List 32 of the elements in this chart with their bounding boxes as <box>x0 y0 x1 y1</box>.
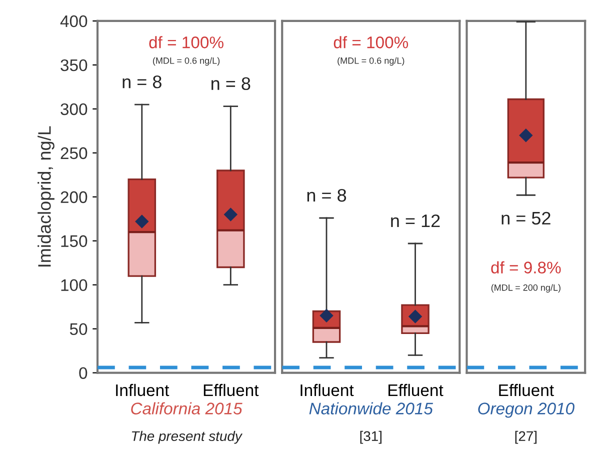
y-tick-label: 250 <box>60 147 88 160</box>
y-tick-label: 400 <box>60 15 88 28</box>
y-tick-label: 50 <box>70 323 88 336</box>
x-axis-title: Oregon 2010 <box>478 402 574 418</box>
y-tick-label: 200 <box>60 191 88 204</box>
y-axis-title: Imidacloprid, ng/L <box>38 126 54 266</box>
text: [31] <box>360 430 382 444</box>
text: [27] <box>515 430 537 444</box>
x-tick-label: Effluent <box>388 384 444 396</box>
x-axis-title: California 2015 <box>131 402 242 414</box>
x-tick-label: Effluent <box>204 384 259 396</box>
x-axis-title: Nationwide 2015 <box>309 402 434 414</box>
annotation: df = 100% <box>149 36 224 48</box>
annotation: n = 8 <box>212 77 250 90</box>
annotation: n = 12 <box>391 214 440 228</box>
y-tick-label: 300 <box>60 103 88 116</box>
annotation: df = 9.8% <box>491 261 561 274</box>
annotation: n = 8 <box>122 75 162 88</box>
annotation: (MDL = 200 ng/L) <box>491 284 560 293</box>
y-tick-label: 350 <box>60 59 88 72</box>
x-tick-label: Influent <box>116 384 170 396</box>
annotation: (MDL = 0.6 ng/L) <box>338 57 404 66</box>
x-tick-label: Influent <box>300 384 354 396</box>
y-tick-label: 100 <box>61 279 88 292</box>
y-tick-label: 0 <box>79 367 88 380</box>
x-tick-label: Effluent <box>499 384 554 396</box>
annotation: n = 8 <box>307 188 346 202</box>
annotation: (MDL = 0.6 ng/L) <box>153 57 220 66</box>
annotation: df = 100% <box>334 36 408 48</box>
y-tick-label: 150 <box>61 235 88 248</box>
annotation: n = 52 <box>502 212 550 225</box>
text: The present study <box>132 430 243 444</box>
